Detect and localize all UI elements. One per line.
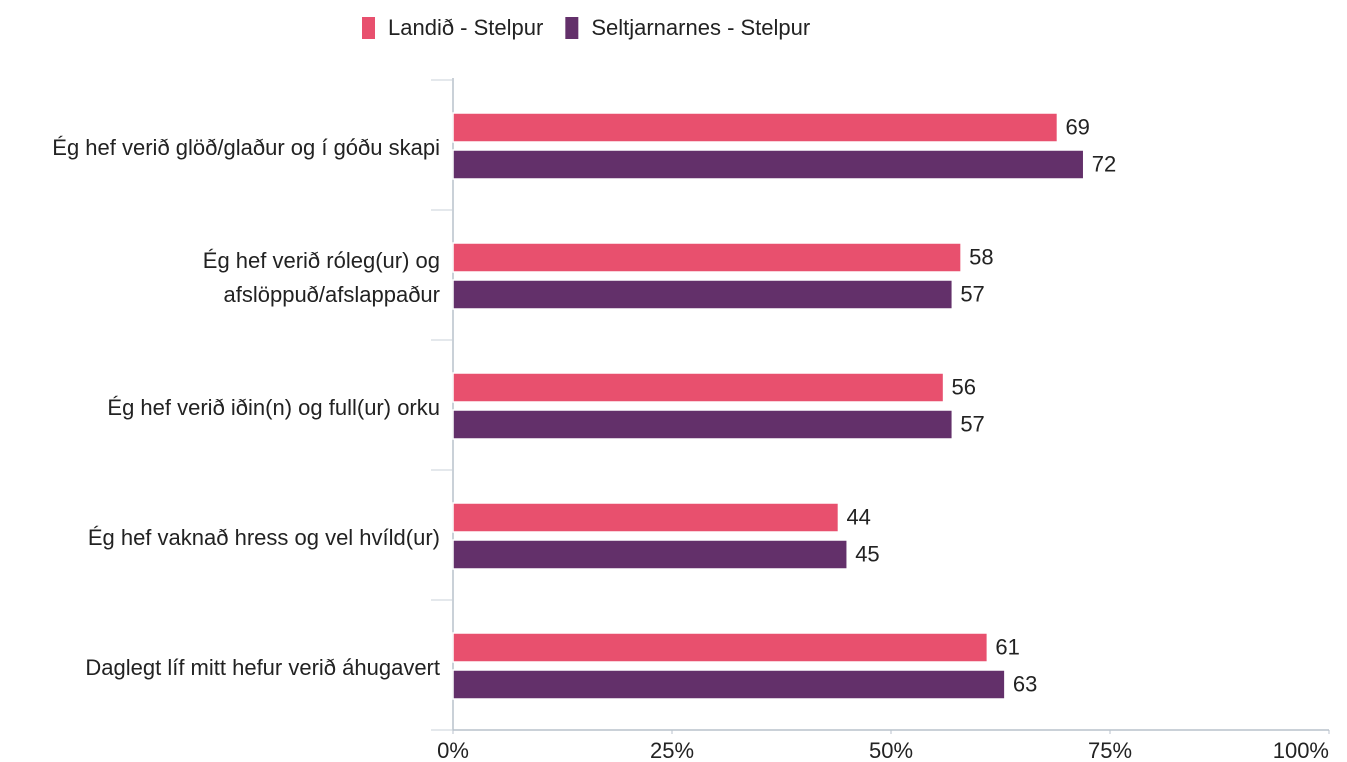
legend-label: Seltjarnarnes - Stelpur [591, 15, 810, 40]
data-label: 72 [1092, 151, 1116, 176]
category-label: Ég hef vaknað hress og vel hvíld(ur) [87, 525, 440, 550]
legend-swatch [362, 17, 375, 39]
legend-swatch [565, 17, 579, 39]
category-label: Daglegt líf mitt hefur verið áhugavert [85, 655, 440, 680]
bar [452, 502, 840, 533]
category-label: Ég hef verið iðin(n) og full(ur) orku [107, 395, 440, 420]
data-label: 45 [855, 541, 879, 566]
bar [452, 539, 848, 570]
data-label: 57 [960, 411, 984, 436]
bar [452, 149, 1085, 180]
data-label: 56 [952, 374, 976, 399]
category-label: Ég hef verið róleg(ur) og afslöppuð/afsl… [202, 248, 440, 307]
x-tick-label: 75% [1088, 738, 1132, 762]
bar [452, 242, 962, 273]
bar [452, 112, 1059, 143]
legend-label: Landið - Stelpur [388, 15, 543, 40]
data-label: 63 [1013, 671, 1037, 696]
data-label: 57 [960, 281, 984, 306]
category-label: Ég hef verið glöð/glaður og í góðu skapi [52, 135, 440, 160]
bar [452, 669, 1006, 700]
bar [452, 409, 954, 440]
x-tick-label: 25% [650, 738, 694, 762]
x-tick-label: 50% [869, 738, 913, 762]
data-label: 61 [995, 634, 1019, 659]
data-label: 44 [846, 504, 870, 529]
bar [452, 372, 945, 403]
data-label: 58 [969, 244, 993, 269]
x-tick-label: 100% [1273, 738, 1329, 762]
x-tick-label: 0% [437, 738, 469, 762]
data-label: 69 [1065, 114, 1089, 139]
bar [452, 632, 989, 663]
bar [452, 279, 954, 310]
